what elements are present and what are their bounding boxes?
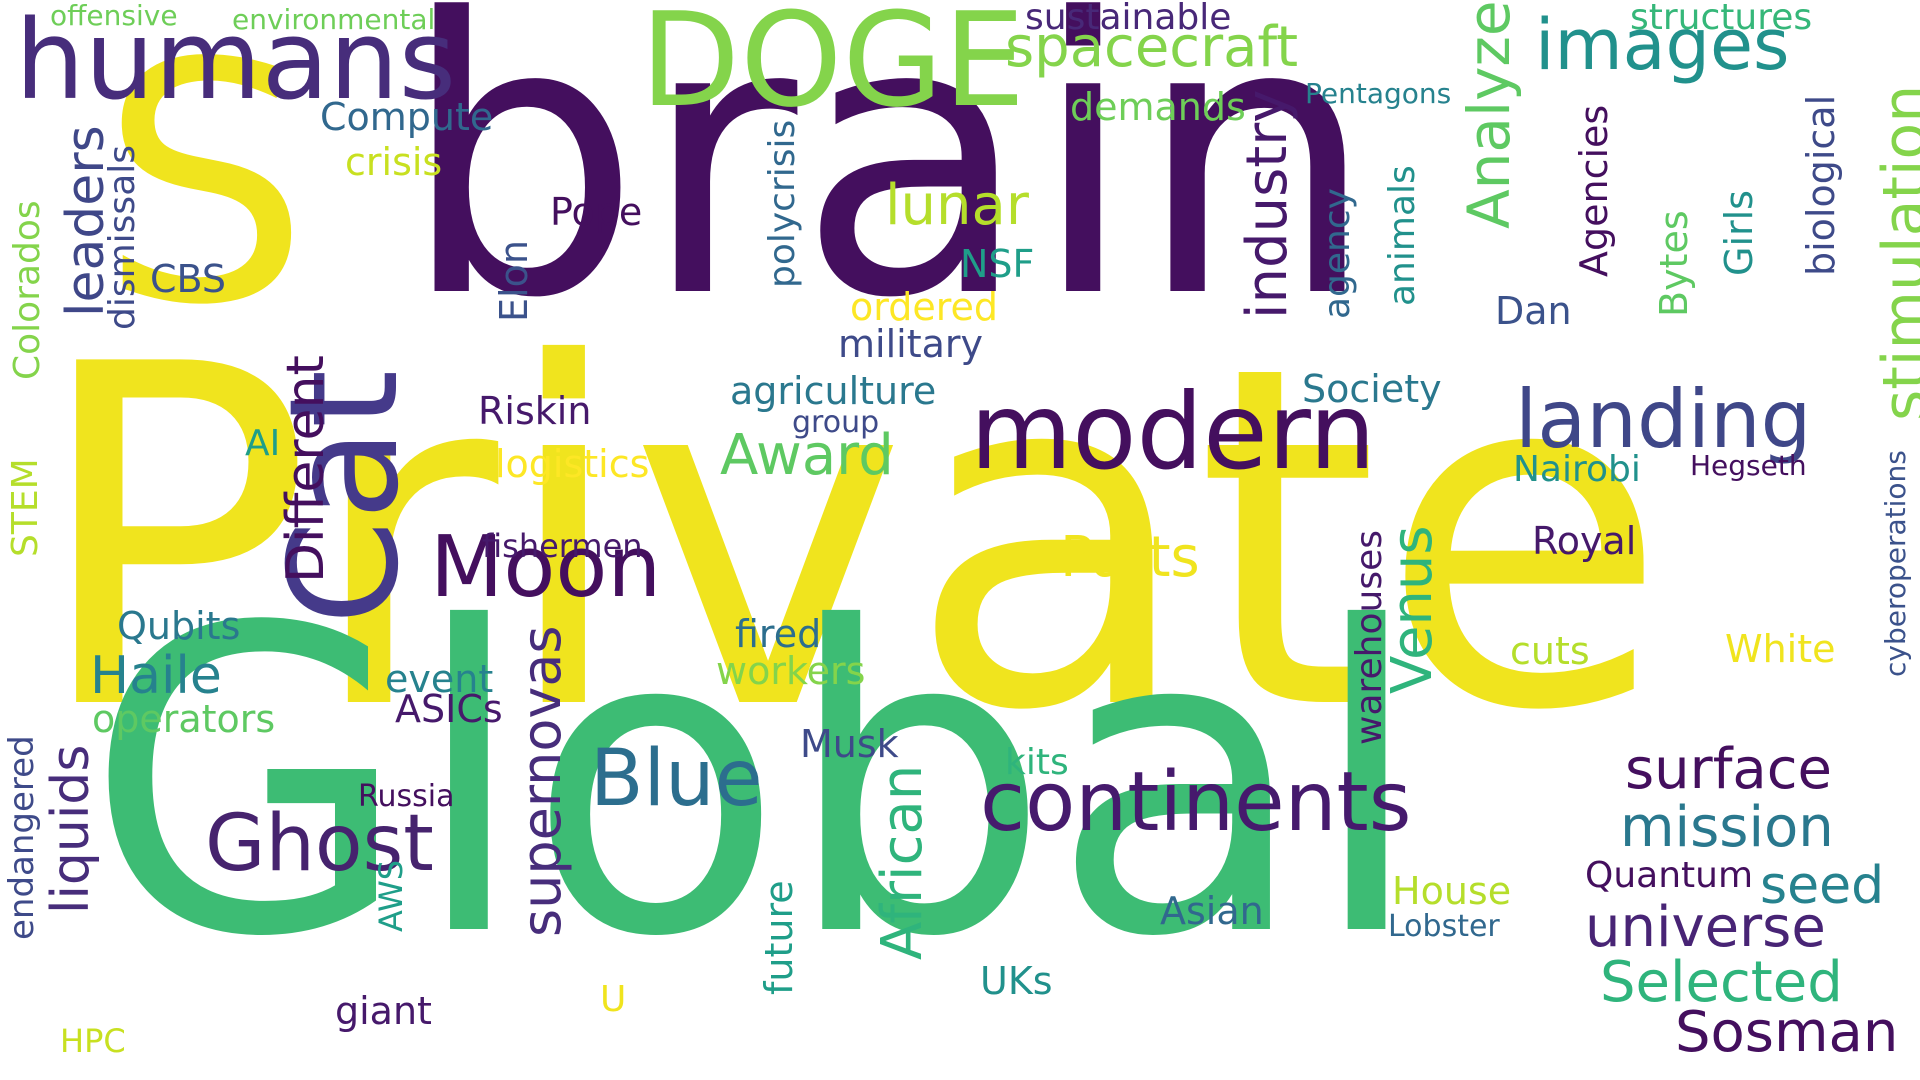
word-universe: universe (1585, 895, 1826, 960)
word-liquids: liquids (41, 744, 101, 914)
word-cuts: cuts (1510, 629, 1590, 673)
word-fishermen: fishermen (482, 527, 643, 565)
word-industry: industry (1235, 89, 1300, 319)
word-musk: Musk (800, 722, 899, 766)
word-s: S (100, 0, 310, 377)
word-agency: agency (1317, 188, 1358, 319)
word-fired: fired (735, 612, 822, 656)
word-mission: mission (1620, 795, 1834, 860)
word-offensive: offensive (50, 0, 178, 32)
word-pentagons: Pentagons (1305, 77, 1452, 110)
word-award: Award (720, 423, 894, 488)
word-stimulation: stimulation (1870, 84, 1920, 421)
word-qubits: Qubits (117, 604, 241, 648)
word-nairobi: Nairobi (1513, 449, 1641, 490)
word-dismissals: dismissals (102, 144, 143, 330)
word-analyze: Analyze (1455, 0, 1523, 229)
word-asian: Asian (1160, 889, 1264, 933)
word-stem: STEM (5, 458, 46, 557)
word-quantum: Quantum (1585, 855, 1754, 896)
word-parts: Parts (1060, 525, 1200, 590)
word-society: Society (1302, 367, 1442, 411)
word-environmental: environmental (232, 3, 436, 36)
word-royal: Royal (1532, 519, 1637, 563)
word-demands: demands (1070, 85, 1246, 129)
word-operators: operators (92, 697, 276, 741)
word-animals: animals (1382, 165, 1423, 306)
word-sosman: Sosman (1675, 1000, 1899, 1065)
word-uks: UKs (980, 959, 1053, 1003)
word-continents: continents (980, 755, 1412, 850)
word-group: group (792, 405, 880, 440)
word-selected: Selected (1600, 950, 1843, 1015)
word-agriculture: agriculture (730, 369, 937, 413)
word-sustainable: sustainable (1025, 0, 1232, 38)
word-polycrisis: polycrisis (762, 119, 803, 288)
word-spacecraft: spacecraft (1005, 15, 1299, 80)
word-moon: Moon (430, 518, 662, 617)
word-cbs: CBS (150, 257, 227, 301)
word-kits: kits (1005, 742, 1069, 783)
word-future: future (757, 880, 801, 995)
word-colorados: Colorados (7, 200, 48, 380)
word-house: House (1392, 869, 1512, 913)
word-russia: Russia (358, 779, 455, 814)
word-venus: Venus (1380, 525, 1445, 694)
word-riskin: Riskin (478, 389, 592, 433)
word-global: Global (85, 540, 1425, 1029)
word-event: event (385, 657, 494, 701)
word-warehouses: warehouses (1349, 530, 1390, 745)
word-private: Private (30, 266, 1669, 813)
word-pope: Pope (550, 190, 643, 234)
word-lunar: lunar (885, 173, 1029, 238)
word-u: U (600, 979, 627, 1020)
word-surface: surface (1625, 737, 1832, 802)
word-elon: Elon (492, 240, 536, 322)
word-ordered: ordered (850, 285, 998, 329)
word-landing: landing (1515, 373, 1812, 466)
word-supernovas: supernovas (510, 625, 573, 937)
word-seed: seed (1760, 856, 1885, 916)
word-girls: Girls (1717, 190, 1761, 276)
word-white: White (1725, 627, 1836, 671)
word-african: African (870, 764, 935, 960)
word-haile: Haile (90, 646, 222, 706)
word-logistics: logistics (495, 442, 650, 486)
word-cyberoperations: cyberoperations (1879, 450, 1912, 677)
word-blue: Blue (590, 734, 763, 824)
word-crisis: crisis (345, 140, 443, 184)
word-biological: biological (1799, 94, 1843, 276)
word-dan: Dan (1495, 289, 1572, 333)
word-hpc: HPC (60, 1022, 126, 1060)
word-images: images (1535, 4, 1790, 86)
word-bytes: Bytes (1652, 210, 1696, 317)
word-structures: structures (1630, 0, 1813, 38)
word-workers: workers (716, 649, 866, 693)
word-nsf: NSF (960, 242, 1035, 286)
word-ghost: Ghost (205, 799, 434, 889)
word-military: military (838, 322, 983, 366)
word-modern: modern (970, 371, 1376, 493)
word-aws: AWS (372, 859, 410, 932)
word-doge: DOGE (640, 0, 1026, 136)
word-compute: Compute (320, 95, 494, 139)
word-endangered: endangered (2, 735, 42, 940)
word-hegseth: Hegseth (1690, 449, 1807, 482)
word-giant: giant (335, 989, 432, 1033)
word-asics: ASICs (395, 687, 503, 731)
word-brain: brain (400, 0, 1377, 381)
word-different: Different (276, 355, 336, 583)
word-lobster: Lobster (1388, 909, 1500, 944)
word-agencies: Agencies (1572, 104, 1616, 277)
word-humans: humans (15, 0, 457, 124)
word-ai: AI (245, 423, 281, 464)
